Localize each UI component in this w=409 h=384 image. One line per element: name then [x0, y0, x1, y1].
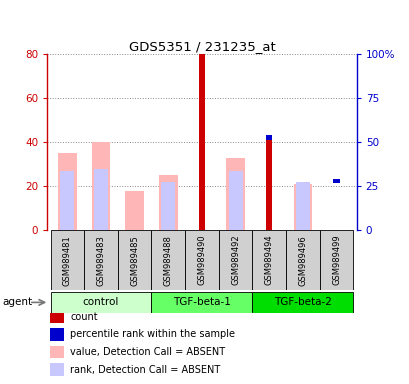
Text: GSM989488: GSM989488	[163, 235, 172, 286]
Bar	[265, 136, 272, 140]
Bar	[50, 363, 64, 376]
Bar	[319, 230, 353, 290]
Bar	[50, 292, 151, 313]
Text: GSM989481: GSM989481	[63, 235, 72, 286]
Bar	[58, 153, 76, 230]
Bar	[50, 346, 64, 358]
Bar	[228, 171, 242, 230]
Text: TGF-beta-1: TGF-beta-1	[173, 297, 230, 308]
Text: GSM989490: GSM989490	[197, 235, 206, 285]
Bar	[159, 175, 177, 230]
Bar	[125, 190, 144, 230]
Bar	[50, 230, 84, 290]
Text: GSM989483: GSM989483	[96, 235, 105, 286]
Bar	[226, 157, 244, 230]
Bar	[198, 54, 204, 230]
Bar	[151, 230, 184, 290]
Bar	[94, 169, 108, 230]
Text: percentile rank within the sample: percentile rank within the sample	[70, 329, 235, 339]
Text: GSM989492: GSM989492	[231, 235, 240, 285]
Text: count: count	[70, 311, 98, 321]
Text: GSM989499: GSM989499	[331, 235, 340, 285]
Bar	[60, 171, 74, 230]
Bar	[151, 292, 252, 313]
Bar	[252, 230, 285, 290]
Text: control: control	[83, 297, 119, 308]
Bar	[333, 179, 339, 183]
Text: GSM989494: GSM989494	[264, 235, 273, 285]
Bar	[265, 140, 272, 230]
Bar	[184, 230, 218, 290]
Text: agent: agent	[2, 297, 32, 308]
Text: rank, Detection Call = ABSENT: rank, Detection Call = ABSENT	[70, 365, 220, 375]
Bar	[293, 184, 311, 230]
Text: value, Detection Call = ABSENT: value, Detection Call = ABSENT	[70, 347, 225, 357]
Bar	[285, 230, 319, 290]
Bar	[295, 182, 309, 230]
Text: GSM989496: GSM989496	[298, 235, 307, 286]
Bar	[84, 230, 117, 290]
Title: GDS5351 / 231235_at: GDS5351 / 231235_at	[128, 40, 274, 53]
Bar	[50, 310, 64, 323]
Bar	[218, 230, 252, 290]
Bar	[252, 292, 353, 313]
Bar	[198, 50, 204, 54]
Bar	[117, 230, 151, 290]
Text: TGF-beta-2: TGF-beta-2	[273, 297, 331, 308]
Text: GSM989485: GSM989485	[130, 235, 139, 286]
Bar	[161, 182, 175, 230]
Bar	[92, 142, 110, 230]
Bar	[50, 328, 64, 341]
